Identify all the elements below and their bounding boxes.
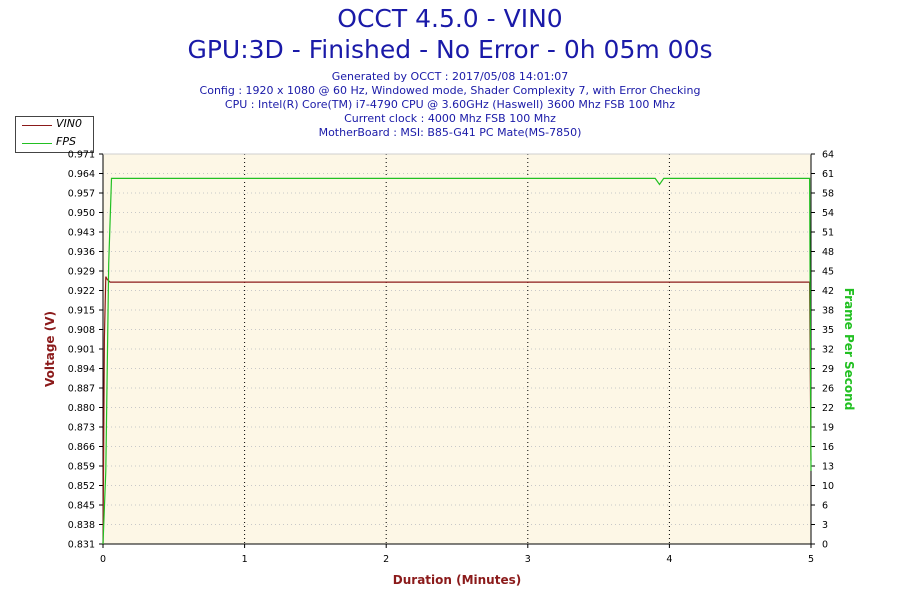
y-right-tick-label: 35: [822, 325, 834, 336]
info-cpu: CPU : Intel(R) Core(TM) i7-4790 CPU @ 3.…: [224, 98, 676, 111]
y-right-tick-label: 26: [822, 384, 834, 395]
y-left-tick-label: 0.971: [68, 150, 95, 161]
x-tick-label: 0: [100, 554, 106, 565]
x-tick-label: 3: [525, 554, 531, 565]
y-right-tick-label: 51: [822, 228, 834, 239]
y-right-tick-label: 6: [822, 501, 828, 512]
chart-title: OCCT 4.5.0 - VIN0: [337, 4, 563, 33]
y-right-tick-label: 3: [822, 520, 828, 531]
x-axis-title: Duration (Minutes): [393, 573, 521, 587]
x-tick-label: 2: [383, 554, 389, 565]
y-left-tick-label: 0.964: [68, 169, 95, 180]
y-left-tick-label: 0.845: [68, 501, 95, 512]
y-right-tick-label: 48: [822, 247, 834, 258]
legend-item-vin0: VIN0: [16, 117, 93, 133]
info-motherboard: MotherBoard : MSI: B85-G41 PC Mate(MS-78…: [318, 126, 582, 139]
series-line-fps: [102, 177, 812, 545]
y-left-tick-label: 0.915: [68, 306, 95, 317]
y-right-tick-label: 13: [822, 462, 834, 473]
y-left-tick-label: 0.880: [68, 403, 95, 414]
y-left-tick-label: 0.957: [68, 189, 95, 200]
legend-label-vin0: VIN0: [56, 117, 82, 130]
y-left-tick-label: 0.950: [68, 208, 95, 219]
y-right-tick-label: 10: [822, 481, 834, 492]
chart-subtitle: GPU:3D - Finished - No Error - 0h 05m 00…: [187, 35, 713, 64]
y-left-tick-label: 0.873: [68, 423, 95, 434]
y-left-tick-label: 0.908: [68, 325, 95, 336]
y-left-tick-label: 0.866: [68, 442, 95, 453]
y-left-tick-label: 0.929: [68, 267, 95, 278]
y-left-tick-label: 0.922: [68, 286, 95, 297]
plot-area: [103, 154, 811, 544]
y-right-tick-label: 58: [822, 189, 834, 200]
legend-swatch-vin0: [22, 125, 52, 126]
y-left-tick-label: 0.838: [68, 520, 95, 531]
legend: VIN0 FPS: [15, 116, 94, 153]
legend-label-fps: FPS: [56, 135, 76, 148]
y-right-tick-label: 64: [822, 150, 834, 161]
y-right-tick-label: 22: [822, 403, 834, 414]
y-left-tick-label: 0.859: [68, 462, 95, 473]
series-line-vin0: [102, 276, 812, 545]
y-right-tick-label: 16: [822, 442, 834, 453]
x-tick-label: 5: [808, 554, 814, 565]
y-left-tick-label: 0.852: [68, 481, 95, 492]
y-left-tick-label: 0.831: [68, 540, 95, 551]
y-left-tick-label: 0.887: [68, 384, 95, 395]
y-right-tick-label: 42: [822, 286, 834, 297]
legend-swatch-fps: [22, 143, 52, 144]
y-left-tick-label: 0.901: [68, 345, 95, 356]
y-right-tick-label: 38: [822, 306, 834, 317]
y-right-tick-label: 0: [822, 540, 828, 551]
y-right-axis-title: Frame Per Second: [842, 288, 856, 411]
y-right-tick-label: 54: [822, 208, 834, 219]
x-tick-label: 4: [666, 554, 672, 565]
y-left-tick-label: 0.894: [68, 364, 95, 375]
y-right-tick-label: 32: [822, 345, 834, 356]
y-right-tick-label: 29: [822, 364, 834, 375]
y-left-axis-title: Voltage (V): [43, 311, 57, 387]
y-left-tick-label: 0.936: [68, 247, 95, 258]
info-clock: Current clock : 4000 Mhz FSB 100 Mhz: [344, 112, 556, 125]
y-right-tick-label: 19: [822, 423, 834, 434]
legend-item-fps: FPS: [16, 135, 93, 151]
y-left-tick-label: 0.943: [68, 228, 95, 239]
info-generated: Generated by OCCT : 2017/05/08 14:01:07: [331, 70, 569, 83]
y-right-tick-label: 61: [822, 169, 834, 180]
info-config: Config : 1920 x 1080 @ 60 Hz, Windowed m…: [199, 84, 701, 97]
y-right-tick-label: 45: [822, 267, 834, 278]
x-tick-label: 1: [242, 554, 248, 565]
